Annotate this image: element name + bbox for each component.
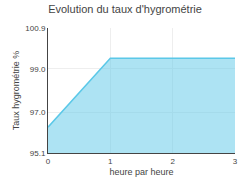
- svg-text:100.9: 100.9: [25, 24, 46, 33]
- svg-text:0: 0: [46, 157, 51, 166]
- svg-text:Evolution du taux d'hygrométri: Evolution du taux d'hygrométrie: [48, 3, 202, 15]
- svg-text:2: 2: [170, 157, 175, 166]
- svg-text:heure par heure: heure par heure: [109, 167, 173, 177]
- svg-text:1: 1: [108, 157, 113, 166]
- svg-text:95.1: 95.1: [30, 149, 46, 158]
- svg-text:97.0: 97.0: [30, 108, 46, 117]
- svg-text:99.0: 99.0: [30, 65, 46, 74]
- svg-text:Taux hygrométrie %: Taux hygrométrie %: [11, 51, 21, 131]
- svg-text:3: 3: [233, 157, 238, 166]
